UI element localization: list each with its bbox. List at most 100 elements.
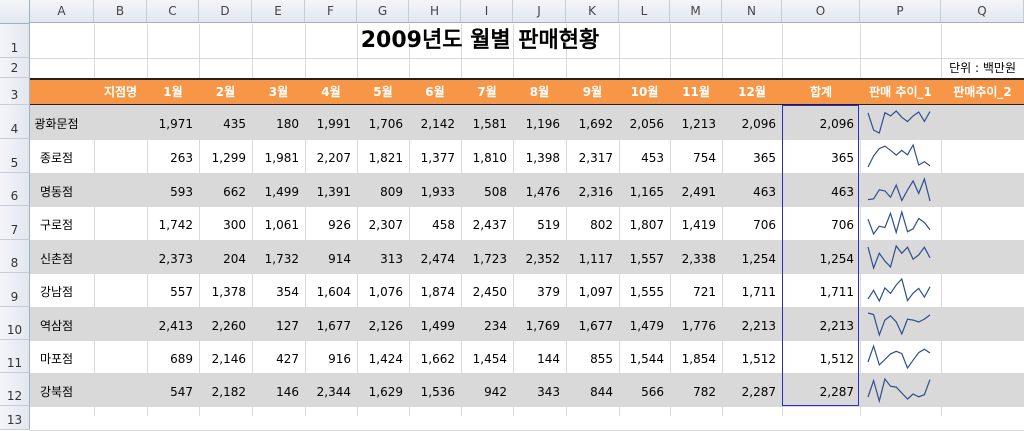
month-value-cell[interactable]: 313 [380,252,403,266]
column-header-b[interactable]: B [94,0,147,23]
total-cell[interactable]: 1,512 [819,352,854,366]
sparkline-chart[interactable] [864,176,934,204]
month-value-cell[interactable]: 2,096 [741,117,776,131]
branch-name-cell[interactable]: 구로점 [39,218,74,232]
month-value-cell[interactable]: 1,629 [368,385,403,399]
header-cell-7[interactable]: 7월 [477,85,497,99]
month-value-cell[interactable]: 463 [753,185,776,199]
month-value-cell[interactable]: 2,437 [472,218,507,232]
month-value-cell[interactable]: 2,126 [368,319,403,333]
month-value-cell[interactable]: 1,061 [264,218,299,232]
header-cell-5[interactable]: 5월 [373,85,393,99]
total-cell[interactable]: 365 [831,151,854,165]
column-header-n[interactable]: N [722,0,782,23]
month-value-cell[interactable]: 942 [484,385,507,399]
month-value-cell[interactable]: 2,307 [368,218,403,232]
sparkline-chart[interactable] [864,376,934,404]
month-value-cell[interactable]: 809 [380,185,403,199]
month-value-cell[interactable]: 1,419 [681,218,716,232]
month-value-cell[interactable]: 508 [484,185,507,199]
branch-name-cell[interactable]: 강북점 [39,385,74,399]
row-header-8[interactable]: 8 [0,240,30,273]
month-value-cell[interactable]: 1,692 [578,117,613,131]
month-value-cell[interactable]: 1,117 [578,252,613,266]
month-value-cell[interactable]: 1,581 [472,117,507,131]
sparkline-chart[interactable] [864,310,934,338]
month-value-cell[interactable]: 435 [223,117,246,131]
month-value-cell[interactable]: 2,413 [158,319,193,333]
month-value-cell[interactable]: 453 [641,151,664,165]
month-value-cell[interactable]: 1,711 [741,285,776,299]
month-value-cell[interactable]: 547 [170,385,193,399]
branch-name-cell[interactable]: 역삼점 [39,319,74,333]
month-value-cell[interactable]: 2,317 [578,151,613,165]
month-value-cell[interactable]: 706 [753,218,776,232]
row-header-3[interactable]: 3 [0,78,30,105]
month-value-cell[interactable]: 2,373 [158,252,193,266]
select-all-corner[interactable] [0,0,30,24]
total-cell[interactable]: 1,711 [819,285,854,299]
month-value-cell[interactable]: 1,807 [629,218,664,232]
month-value-cell[interactable]: 1,677 [578,319,613,333]
header-cell-14[interactable]: 판매 추이_1 [869,85,932,99]
month-value-cell[interactable]: 1,391 [316,185,351,199]
row-header-6[interactable]: 6 [0,173,30,206]
month-value-cell[interactable]: 1,499 [420,319,455,333]
month-value-cell[interactable]: 1,854 [681,352,716,366]
month-value-cell[interactable]: 1,769 [525,319,560,333]
month-value-cell[interactable]: 1,991 [316,117,351,131]
header-cell-8[interactable]: 8월 [529,85,550,99]
month-value-cell[interactable]: 1,097 [578,285,613,299]
month-value-cell[interactable]: 2,287 [741,385,776,399]
month-value-cell[interactable]: 127 [276,319,299,333]
header-cell-2[interactable]: 2월 [215,85,236,99]
row-header-4[interactable]: 4 [0,105,30,139]
header-cell-4[interactable]: 4월 [321,85,341,99]
month-value-cell[interactable]: 379 [537,285,560,299]
month-value-cell[interactable]: 458 [432,218,455,232]
month-value-cell[interactable]: 1,479 [629,319,664,333]
month-value-cell[interactable]: 1,723 [472,252,507,266]
month-value-cell[interactable]: 1,981 [264,151,299,165]
row-header-7[interactable]: 7 [0,206,30,240]
branch-name-cell[interactable]: 마포점 [39,352,74,366]
month-value-cell[interactable]: 365 [753,151,776,165]
branch-name-cell[interactable]: 강남점 [39,285,74,299]
month-value-cell[interactable]: 2,474 [420,252,455,266]
month-value-cell[interactable]: 1,732 [264,252,299,266]
column-header-g[interactable]: G [357,0,409,23]
row-header-5[interactable]: 5 [0,139,30,173]
month-value-cell[interactable]: 427 [276,352,299,366]
header-cell-15[interactable]: 판매추이_2 [953,85,1012,99]
column-header-o[interactable]: O [782,0,860,23]
column-header-f[interactable]: F [305,0,357,23]
month-value-cell[interactable]: 721 [693,285,716,299]
month-value-cell[interactable]: 144 [537,352,560,366]
month-value-cell[interactable]: 2,207 [316,151,351,165]
month-value-cell[interactable]: 566 [641,385,664,399]
month-value-cell[interactable]: 1,165 [629,185,664,199]
month-value-cell[interactable]: 263 [170,151,193,165]
month-value-cell[interactable]: 1,254 [741,252,776,266]
row-header-13[interactable]: 13 [0,406,30,430]
month-value-cell[interactable]: 914 [328,252,351,266]
header-cell-12[interactable]: 12월 [738,85,766,99]
column-header-j[interactable]: J [513,0,566,23]
month-value-cell[interactable]: 1,076 [368,285,403,299]
sparkline-chart[interactable] [864,108,934,136]
month-value-cell[interactable]: 1,557 [629,252,664,266]
column-header-p[interactable]: P [860,0,941,23]
sparkline-chart[interactable] [864,343,934,371]
month-value-cell[interactable]: 689 [170,352,193,366]
header-cell-0[interactable]: 지점명 [103,85,138,99]
header-cell-9[interactable]: 9월 [582,85,603,99]
month-value-cell[interactable]: 855 [590,352,613,366]
header-cell-1[interactable]: 1월 [163,85,183,99]
column-header-q[interactable]: Q [941,0,1024,23]
month-value-cell[interactable]: 1,971 [158,117,193,131]
month-value-cell[interactable]: 2,450 [472,285,507,299]
column-header-l[interactable]: L [619,0,670,23]
column-header-c[interactable]: C [147,0,199,23]
month-value-cell[interactable]: 1,677 [316,319,351,333]
column-header-a[interactable]: A [30,0,94,23]
